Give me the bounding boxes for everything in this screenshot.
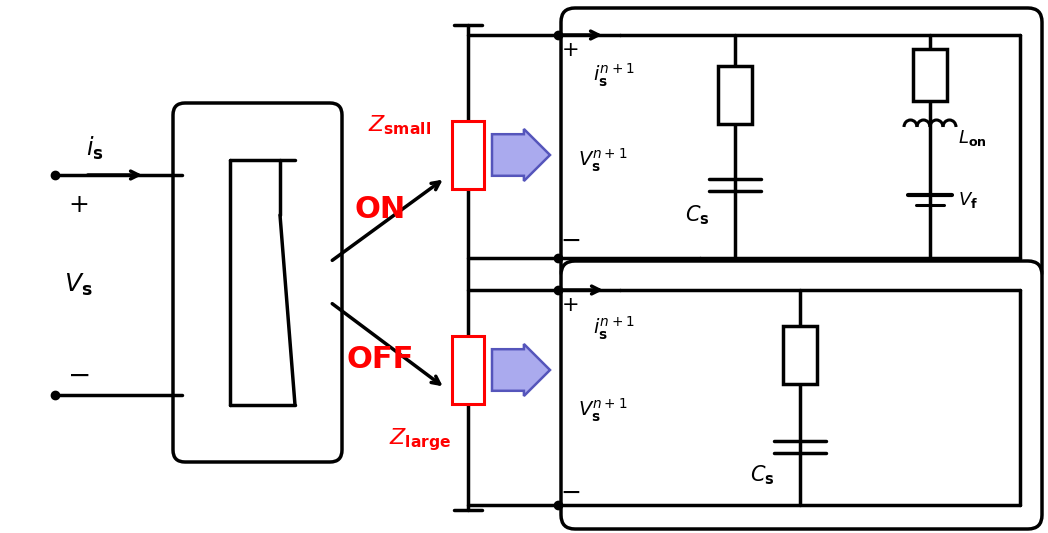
Bar [913,49,947,101]
Text: $i_{\mathbf{s}}^{n+1}$: $i_{\mathbf{s}}^{n+1}$ [593,61,635,88]
Text: $R_{\mathbf{s}}$: $R_{\mathbf{s}}$ [727,85,752,109]
Text: $i_{\mathbf{s}}$: $i_{\mathbf{s}}$ [86,134,104,161]
Text: $+$: $+$ [562,40,578,60]
Text: $-$: $-$ [67,361,89,389]
Text: ON: ON [354,196,406,224]
Text: $R_{\mathbf{s}}$: $R_{\mathbf{s}}$ [792,344,817,368]
Text: $+$: $+$ [562,295,578,315]
Text: $V_{\mathbf{s}}$: $V_{\mathbf{s}}$ [64,272,92,298]
Polygon shape [492,129,550,181]
Text: OFF: OFF [346,345,414,375]
Text: $V_{\mathbf{s}}^{n+1}$: $V_{\mathbf{s}}^{n+1}$ [578,397,628,424]
Text: $Z_{\mathbf{large}}$: $Z_{\mathbf{large}}$ [389,426,451,454]
Bar [718,66,752,124]
Polygon shape [492,344,550,396]
Text: $V_{\mathbf{f}}$: $V_{\mathbf{f}}$ [958,190,978,210]
Text: $i_{\mathbf{s}}^{n+1}$: $i_{\mathbf{s}}^{n+1}$ [593,314,635,342]
Text: $Z_{\mathbf{small}}$: $Z_{\mathbf{small}}$ [369,113,432,137]
Text: $V_{\mathbf{s}}^{n+1}$: $V_{\mathbf{s}}^{n+1}$ [578,146,628,174]
Bar [783,326,817,384]
Text: $-$: $-$ [560,480,581,504]
Text: $-$: $-$ [560,228,581,252]
FancyBboxPatch shape [173,103,342,462]
Text: $R_{\mathbf{on}}$: $R_{\mathbf{on}}$ [919,66,951,86]
Bar [452,336,484,404]
Text: $+$: $+$ [68,193,88,217]
Bar [452,121,484,189]
Text: $C_{\mathbf{s}}$: $C_{\mathbf{s}}$ [749,463,774,487]
FancyBboxPatch shape [561,8,1042,284]
Text: $L_{\mathbf{on}}$: $L_{\mathbf{on}}$ [958,128,986,148]
Text: $C_{\mathbf{s}}$: $C_{\mathbf{s}}$ [684,203,709,227]
FancyBboxPatch shape [561,261,1042,529]
